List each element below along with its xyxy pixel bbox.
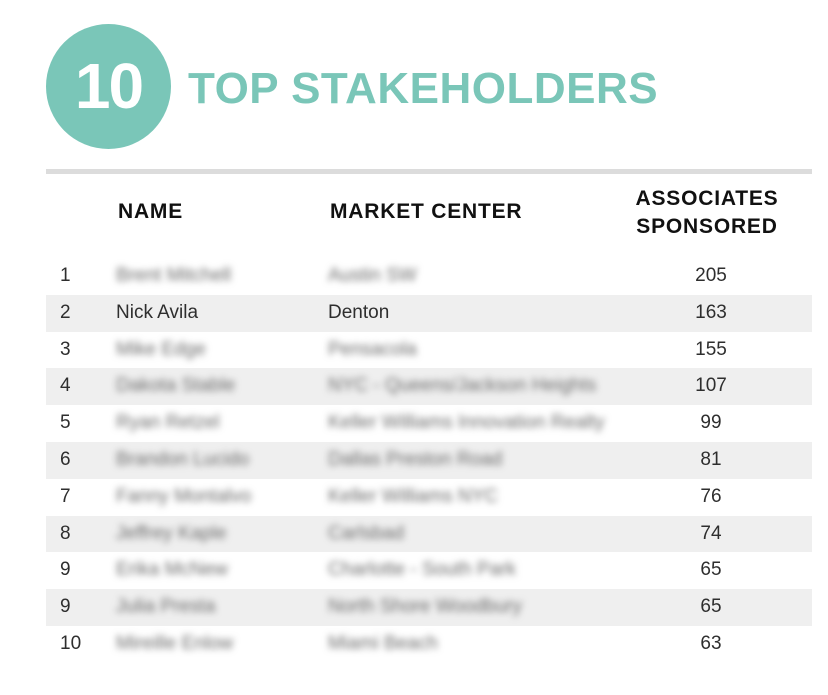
name-cell: Fanny Montalvo <box>116 485 252 507</box>
table-row: 2 Nick Avila Denton 163 <box>46 294 812 332</box>
rank-cell: 7 <box>60 485 71 507</box>
rank-cell: 6 <box>60 448 71 470</box>
rank-cell: 5 <box>60 412 71 434</box>
stakeholders-table: 1 Brent Mitchell Austin SW 205 2 Nick Avila De… <box>46 258 812 663</box>
market-center-cell: Pensacola <box>328 338 417 360</box>
name-cell: Brandon Lucido <box>116 448 250 470</box>
rank-cell: 2 <box>60 301 71 323</box>
rank-cell: 9 <box>60 559 71 581</box>
associates-count-cell: 205 <box>695 265 727 286</box>
name-cell: Mike Edge <box>116 338 206 360</box>
name-cell: Jeffrey Kaple <box>116 522 227 544</box>
table-row: 1 Brent Mitchell Austin SW 205 <box>46 258 812 295</box>
table-row: 6 Brandon Lucido Dallas Preston Road 81 <box>46 441 812 479</box>
market-center-cell: Keller Williams NYC <box>328 485 498 507</box>
associates-count-cell: 99 <box>700 412 722 434</box>
market-center-cell: Keller Williams Innovation Realty <box>328 412 605 434</box>
market-center-cell: Dallas Preston Road <box>328 448 503 470</box>
name-cell: Nick Avila <box>116 301 199 323</box>
name-cell: Ryan Retzel <box>116 412 220 434</box>
associates-count-cell: 74 <box>700 522 722 544</box>
market-center-cell: NYC - Queens/Jackson Heights <box>328 375 597 397</box>
name-cell: Julia Presta <box>116 596 216 618</box>
rank-cell: 3 <box>60 338 71 360</box>
column-header-associates-line1: ASSOCIATES <box>635 187 779 210</box>
market-center-cell: Charlotte - South Park <box>328 559 516 581</box>
associates-count-cell: 65 <box>700 559 722 581</box>
rank-cell: 1 <box>60 265 71 286</box>
market-center-cell: Miami Beach <box>328 632 438 654</box>
table-row: 8 Jeffrey Kaple Carlsbad 74 <box>46 515 812 553</box>
rank-cell: 10 <box>60 632 82 654</box>
market-center-cell: Austin SW <box>328 265 417 286</box>
table-row: 3 Mike Edge Pensacola 155 <box>46 332 812 369</box>
associates-count-cell: 76 <box>700 485 722 507</box>
name-cell: Dakota Stable <box>116 375 236 397</box>
table-row: 9 Erika McNew Charlotte - South Park 65 <box>46 552 812 589</box>
column-header-market-center: MARKET CENTER <box>330 200 523 223</box>
associates-count-cell: 65 <box>700 596 722 618</box>
associates-count-cell: 81 <box>700 448 722 470</box>
table-row: 7 Fanny Montalvo Keller Williams NYC 76 <box>46 479 812 516</box>
header-divider <box>46 169 812 174</box>
table-row: 5 Ryan Retzel Keller Williams Innovation R… <box>46 405 812 442</box>
name-cell: Brent Mitchell <box>116 265 232 286</box>
market-center-cell: North Shore Woodbury <box>328 596 522 618</box>
number-badge: 10 <box>46 24 171 149</box>
market-center-cell: Denton <box>328 301 390 323</box>
name-cell: Mireille Enlow <box>116 632 234 654</box>
column-header-associates-sponsored: ASSOCIATES SPONSORED <box>612 185 802 241</box>
associates-count-cell: 163 <box>695 301 727 323</box>
table-row: 9 Julia Presta North Shore Woodbury 65 <box>46 589 812 626</box>
associates-count-cell: 63 <box>700 632 722 654</box>
rank-cell: 4 <box>60 375 71 397</box>
page-title: TOP STAKEHOLDERS <box>188 64 659 113</box>
rank-cell: 8 <box>60 522 71 544</box>
column-header-name: NAME <box>118 200 184 223</box>
associates-count-cell: 107 <box>695 375 727 397</box>
market-center-cell: Carlsbad <box>328 522 405 544</box>
column-header-associates-line2: SPONSORED <box>636 215 778 238</box>
rank-cell: 9 <box>60 596 71 618</box>
page-header: 10 TOP STAKEHOLDERS <box>46 24 806 149</box>
associates-count-cell: 155 <box>695 338 727 360</box>
name-cell: Erika McNew <box>116 559 228 581</box>
table-row: 4 Dakota Stable NYC - Queens/Jackson Heigh… <box>46 368 812 406</box>
table-row: 10 Mireille Enlow Miami Beach 63 <box>46 626 812 663</box>
badge-number: 10 <box>74 49 144 122</box>
